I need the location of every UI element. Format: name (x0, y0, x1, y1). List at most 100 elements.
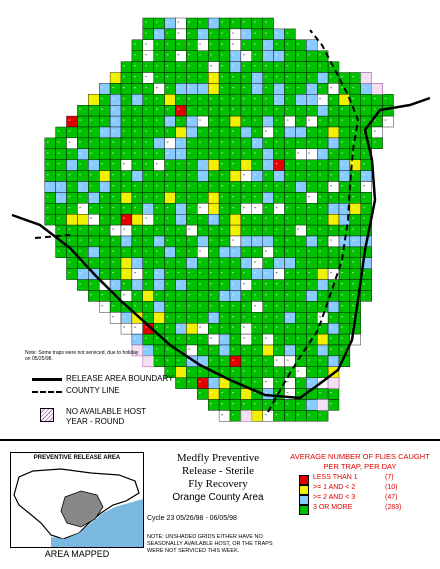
trap-marks: '' (276, 316, 278, 322)
trap-marks: '' (221, 152, 223, 158)
trap-marks: '' (221, 229, 223, 235)
trap-marks: '' (188, 185, 190, 191)
trap-marks: '' (297, 305, 299, 311)
trap-marks: '' (145, 174, 147, 180)
trap-marks: '' (352, 272, 354, 278)
trap-marks: '' (287, 196, 289, 202)
trap-marks: '' (112, 141, 114, 147)
trap-marks: '' (210, 163, 212, 169)
trap-marks: '' (112, 163, 114, 169)
trap-marks: '' (287, 163, 289, 169)
trap-marks: '' (330, 218, 332, 224)
trap-marks: '' (188, 240, 190, 246)
trap-marks: '' (243, 54, 245, 60)
trap-marks: '' (276, 261, 278, 267)
trap-marks: '' (308, 87, 310, 93)
trap-marks: '' (319, 327, 321, 333)
no-host-cell (316, 399, 329, 411)
trap-marks: '' (101, 240, 103, 246)
trap-marks: '' (265, 283, 267, 289)
trap-marks: '' (167, 32, 169, 38)
trap-marks: '' (188, 163, 190, 169)
trap-marks: '' (178, 152, 180, 158)
trap-marks: '' (297, 272, 299, 278)
trap-marks: '' (363, 152, 365, 158)
trap-marks: '' (79, 218, 81, 224)
trap-marks: '' (123, 185, 125, 191)
trap-marks: '' (276, 120, 278, 126)
trap-marks: '' (90, 152, 92, 158)
trap-marks: '' (145, 76, 147, 82)
trap-marks: '' (112, 152, 114, 158)
trap-marks: '' (188, 152, 190, 158)
trap-marks: '' (221, 240, 223, 246)
trap-marks: '' (58, 185, 60, 191)
trap-marks: '' (69, 196, 71, 202)
trap-marks: '' (210, 283, 212, 289)
avg-count: (283) (385, 504, 402, 511)
trap-marks: '' (243, 141, 245, 147)
trap-marks: '' (297, 163, 299, 169)
trap-marks: '' (188, 305, 190, 311)
trap-marks: '' (123, 316, 125, 322)
trap-marks: '' (112, 283, 114, 289)
trap-marks: '' (188, 141, 190, 147)
grid-cell (349, 333, 361, 346)
avg-label: >= 1 AND < 2 (313, 484, 356, 491)
trap-marks: '' (221, 283, 223, 289)
trap-marks: '' (232, 65, 234, 71)
trap-marks: '' (145, 207, 147, 213)
trap-marks: '' (199, 22, 201, 28)
trap-marks: '' (199, 381, 201, 387)
trap-marks: '' (352, 316, 354, 322)
trap-marks: '' (232, 316, 234, 322)
trap-marks: '' (232, 54, 234, 60)
trap-marks: '' (188, 370, 190, 376)
trap-marks: '' (330, 261, 332, 267)
trap-marks: '' (297, 98, 299, 104)
trap-marks: '' (319, 185, 321, 191)
trap-marks: '' (308, 54, 310, 60)
trap-marks: '' (90, 207, 92, 213)
trap-marks: '' (341, 98, 343, 104)
trap-marks: '' (341, 240, 343, 246)
trap-marks: '' (145, 294, 147, 300)
trap-marks: '' (276, 305, 278, 311)
trap-marks: '' (167, 87, 169, 93)
trap-marks: '' (188, 98, 190, 104)
trap-marks: '' (58, 141, 60, 147)
trap-marks: '' (341, 196, 343, 202)
trap-marks: '' (276, 185, 278, 191)
trap-marks: '' (232, 207, 234, 213)
trap-marks: '' (167, 185, 169, 191)
trap-marks: '' (287, 152, 289, 158)
trap-marks: '' (352, 240, 354, 246)
trap-marks: '' (254, 152, 256, 158)
trap-marks: '' (178, 174, 180, 180)
trap-marks: '' (69, 152, 71, 158)
trap-marks: '' (287, 32, 289, 38)
trap-marks: '' (276, 359, 278, 365)
trap-marks: '' (363, 163, 365, 169)
trap-marks: '' (188, 65, 190, 71)
trap-marks: '' (287, 283, 289, 289)
trap-marks: '' (232, 109, 234, 115)
trap-marks: '' (156, 65, 158, 71)
trap-marks: '' (167, 250, 169, 256)
trap-marks: '' (265, 261, 267, 267)
grid-cell (371, 137, 383, 149)
trap-marks: '' (243, 261, 245, 267)
trap-marks: '' (90, 163, 92, 169)
trap-marks: '' (254, 250, 256, 256)
title-line-2: Release - Sterile (181, 465, 255, 477)
trap-marks: '' (232, 240, 234, 246)
trap-marks: '' (101, 109, 103, 115)
release-area-boundary-line (11, 96, 431, 400)
trap-marks: '' (232, 43, 234, 49)
trap-marks: '' (101, 207, 103, 213)
trap-marks: '' (178, 272, 180, 278)
trap-marks: '' (330, 250, 332, 256)
trap-marks: '' (79, 250, 81, 256)
trap-marks: '' (297, 185, 299, 191)
trap-marks: '' (167, 65, 169, 71)
